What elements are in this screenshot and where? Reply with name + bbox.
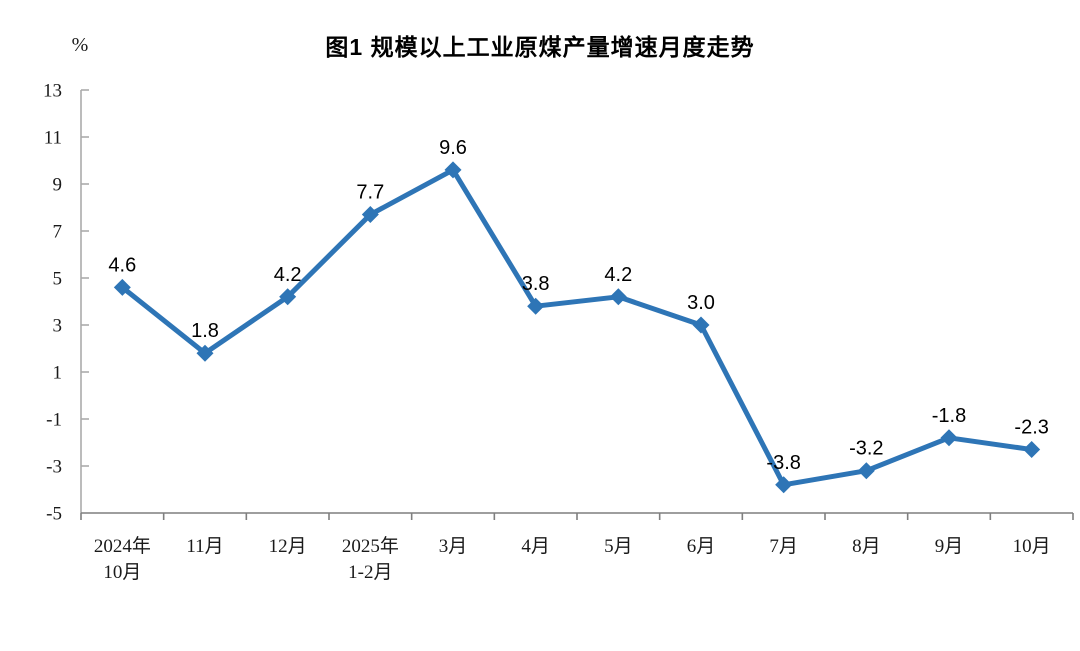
x-tick-label: 3月 — [439, 536, 468, 557]
data-point-label: 1.8 — [191, 320, 219, 342]
x-tick-label: 7月 — [769, 536, 798, 557]
trend-line — [119, 167, 1035, 488]
x-tick-label: 5月 — [604, 536, 633, 557]
data-point-label: -1.8 — [932, 405, 966, 427]
y-tick-label: 11 — [44, 128, 62, 149]
data-point-marker — [940, 429, 958, 447]
data-point-marker — [361, 206, 379, 224]
data-point-marker — [113, 278, 131, 296]
x-tick-label: 10月 — [103, 562, 141, 583]
data-point-marker — [279, 288, 297, 306]
data-point-marker — [527, 297, 545, 315]
y-tick-label: -5 — [46, 504, 62, 525]
data-point-label: 9.6 — [439, 137, 467, 159]
y-tick-label: 7 — [53, 222, 63, 243]
data-point-marker — [1023, 441, 1041, 459]
x-tick-label: 8月 — [852, 536, 881, 557]
data-point-marker — [775, 476, 793, 494]
y-tick-label: -3 — [46, 457, 62, 478]
data-point-label: -3.2 — [849, 438, 883, 460]
data-point-marker — [444, 161, 462, 179]
y-tick-label: 3 — [53, 316, 63, 337]
x-tick-label: 4月 — [521, 536, 550, 557]
x-tick-label: 6月 — [687, 536, 716, 557]
data-point-label: 4.6 — [108, 254, 136, 276]
x-tick-label: 2024年 — [94, 535, 151, 557]
data-point-marker — [609, 288, 627, 306]
data-point-label: 4.2 — [274, 264, 302, 286]
y-tick-label: 1 — [53, 363, 63, 384]
x-tick-label: 9月 — [935, 536, 964, 557]
data-point-label: 7.7 — [356, 182, 384, 204]
y-tick-label: -1 — [46, 410, 62, 431]
x-tick-label: 11月 — [186, 536, 223, 557]
x-tick-label: 1-2月 — [348, 562, 392, 583]
y-tick-label: 13 — [43, 81, 62, 102]
x-tick-label: 2025年 — [342, 535, 399, 557]
data-point-marker — [196, 344, 214, 362]
y-tick-label: 9 — [53, 175, 63, 196]
data-point-label: -3.8 — [766, 452, 800, 474]
y-axis-unit-label: % — [71, 34, 89, 56]
data-point-label: 3.8 — [522, 273, 550, 295]
x-tick-label: 10月 — [1013, 536, 1051, 557]
data-point-label: 3.0 — [687, 292, 715, 314]
data-point-label: -2.3 — [1014, 417, 1048, 439]
data-point-marker — [857, 462, 875, 480]
data-point-marker — [692, 316, 710, 334]
y-tick-label: 5 — [53, 269, 63, 290]
data-point-label: 4.2 — [604, 264, 632, 286]
x-tick-label: 12月 — [269, 536, 307, 557]
chart-title: 图1 规模以上工业原煤产量增速月度走势 — [325, 34, 755, 60]
